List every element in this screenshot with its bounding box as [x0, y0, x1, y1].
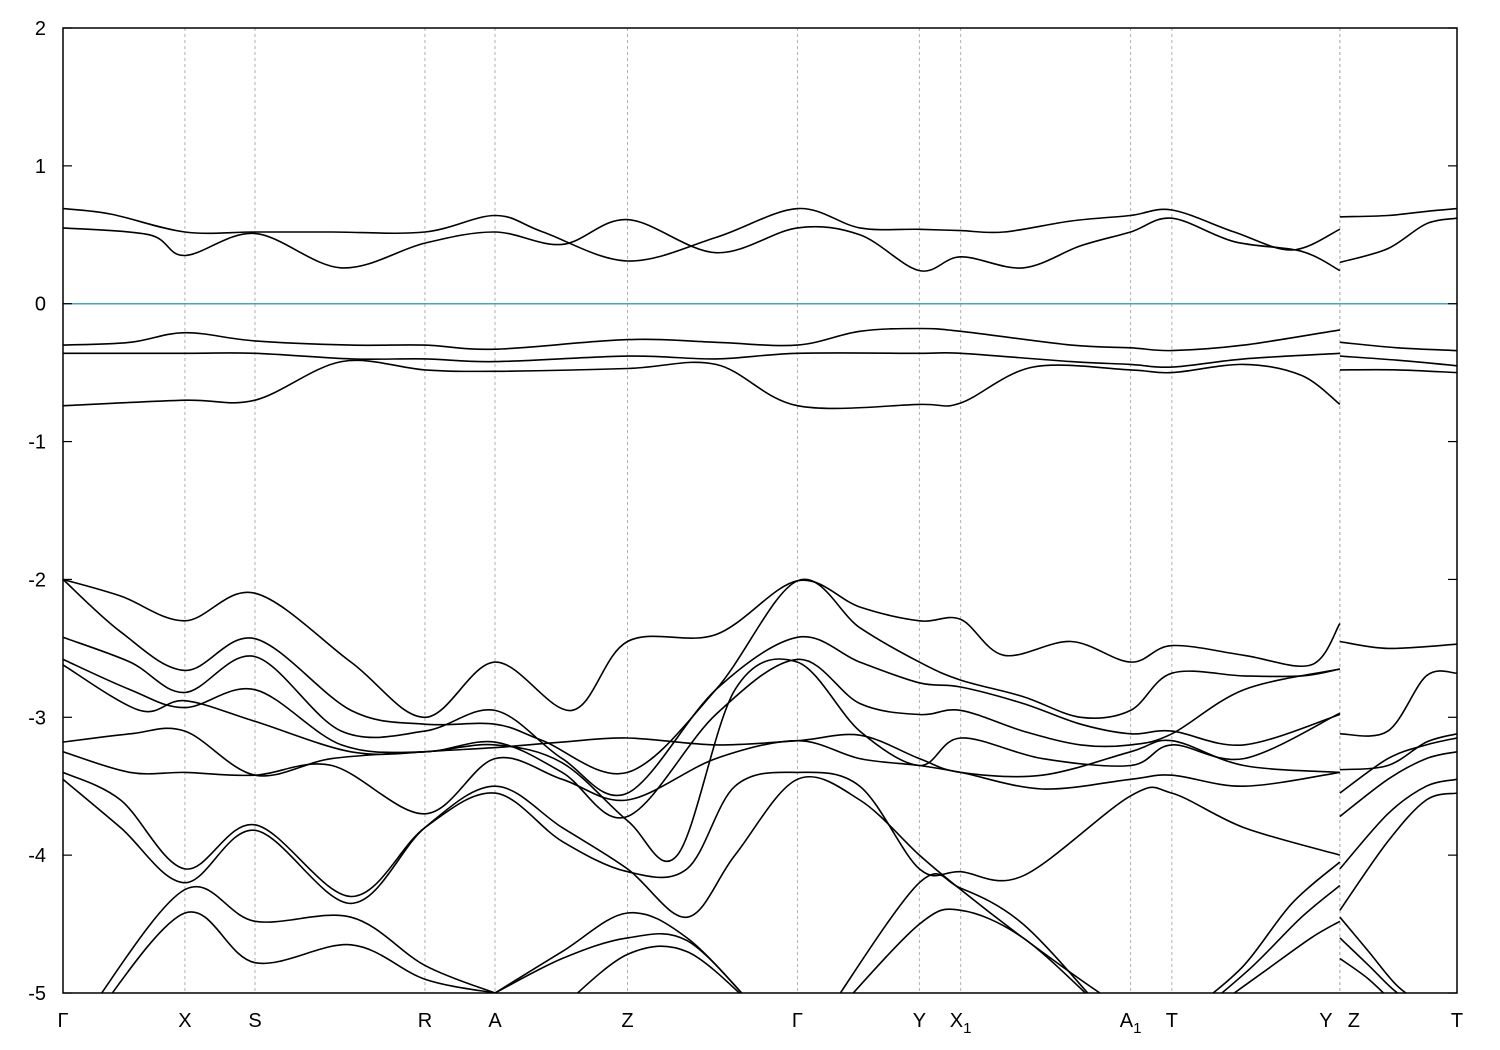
x-tick-label: Z [621, 1010, 633, 1032]
band-line [1211, 861, 1341, 993]
band-line [1339, 778, 1457, 870]
y-axis-ticks: 2 1 0 -1 -2 -3 -4 -5 [28, 18, 1457, 1005]
band-line [63, 658, 1341, 819]
x-tick-label: X [178, 1010, 191, 1032]
y-tick-label: -2 [28, 569, 46, 591]
plot-frame [62, 27, 1458, 994]
y-tick-label: -1 [28, 432, 46, 454]
x-tick-label: A1 [1120, 1010, 1142, 1037]
x-tick-label: Γ [792, 1010, 803, 1032]
x-tick-label: R [418, 1010, 432, 1032]
band-line [1339, 640, 1457, 650]
band-line [1339, 207, 1457, 218]
band-line [63, 635, 1341, 797]
band-line [1339, 916, 1408, 993]
band-line [852, 908, 1087, 993]
x-axis-ticks: Γ X S R A Z Γ Y X1 A1 T Y Z T [57, 1010, 1463, 1037]
band-series [63, 207, 1457, 993]
band-line [63, 327, 1341, 352]
band-line [1220, 884, 1341, 993]
band-line [63, 771, 1341, 898]
band-line [1232, 920, 1341, 993]
band-line [63, 359, 1341, 410]
x-tick-label: Γ [57, 1010, 68, 1032]
grid-lines [184, 28, 1341, 993]
y-tick-label: 2 [35, 18, 46, 40]
band-line [1339, 733, 1457, 771]
y-tick-label: 0 [35, 294, 46, 316]
y-tick-label: -5 [28, 983, 46, 1005]
y-tick-label: -3 [28, 707, 46, 729]
band-line [1339, 355, 1457, 367]
band-line [63, 727, 1340, 778]
band-line [1339, 751, 1457, 818]
band-line [1339, 670, 1457, 737]
band-line [1339, 341, 1457, 352]
x-tick-label: S [248, 1010, 261, 1032]
band-line [1339, 957, 1385, 993]
y-tick-label: 1 [35, 156, 46, 178]
band-line [63, 217, 1341, 272]
band-line [494, 933, 743, 993]
band-line [839, 873, 1089, 993]
band-line [63, 351, 1340, 369]
band-line [63, 658, 1341, 863]
x-tick-label: A [488, 1010, 502, 1032]
band-line [111, 911, 496, 993]
band-line [1339, 737, 1457, 794]
x-tick-label: T [1451, 1010, 1463, 1032]
band-line [63, 739, 1341, 815]
band-line [1339, 937, 1399, 993]
x-tick-label: X1 [950, 1010, 972, 1037]
y-tick-label: -4 [28, 845, 46, 867]
x-tick-label: Y [1319, 1010, 1332, 1032]
band-line [63, 775, 1102, 993]
band-line [63, 578, 1341, 775]
band-line [576, 945, 741, 993]
band-line [1339, 368, 1457, 374]
x-tick-label: T [1166, 1010, 1178, 1032]
band-line [100, 886, 496, 993]
x-tick-label: Y [913, 1010, 926, 1032]
band-line [1339, 792, 1457, 911]
band-line [1339, 217, 1457, 264]
band-line [63, 578, 1341, 719]
band-line [63, 207, 1341, 262]
x-tick-label: Z [1348, 1010, 1360, 1032]
